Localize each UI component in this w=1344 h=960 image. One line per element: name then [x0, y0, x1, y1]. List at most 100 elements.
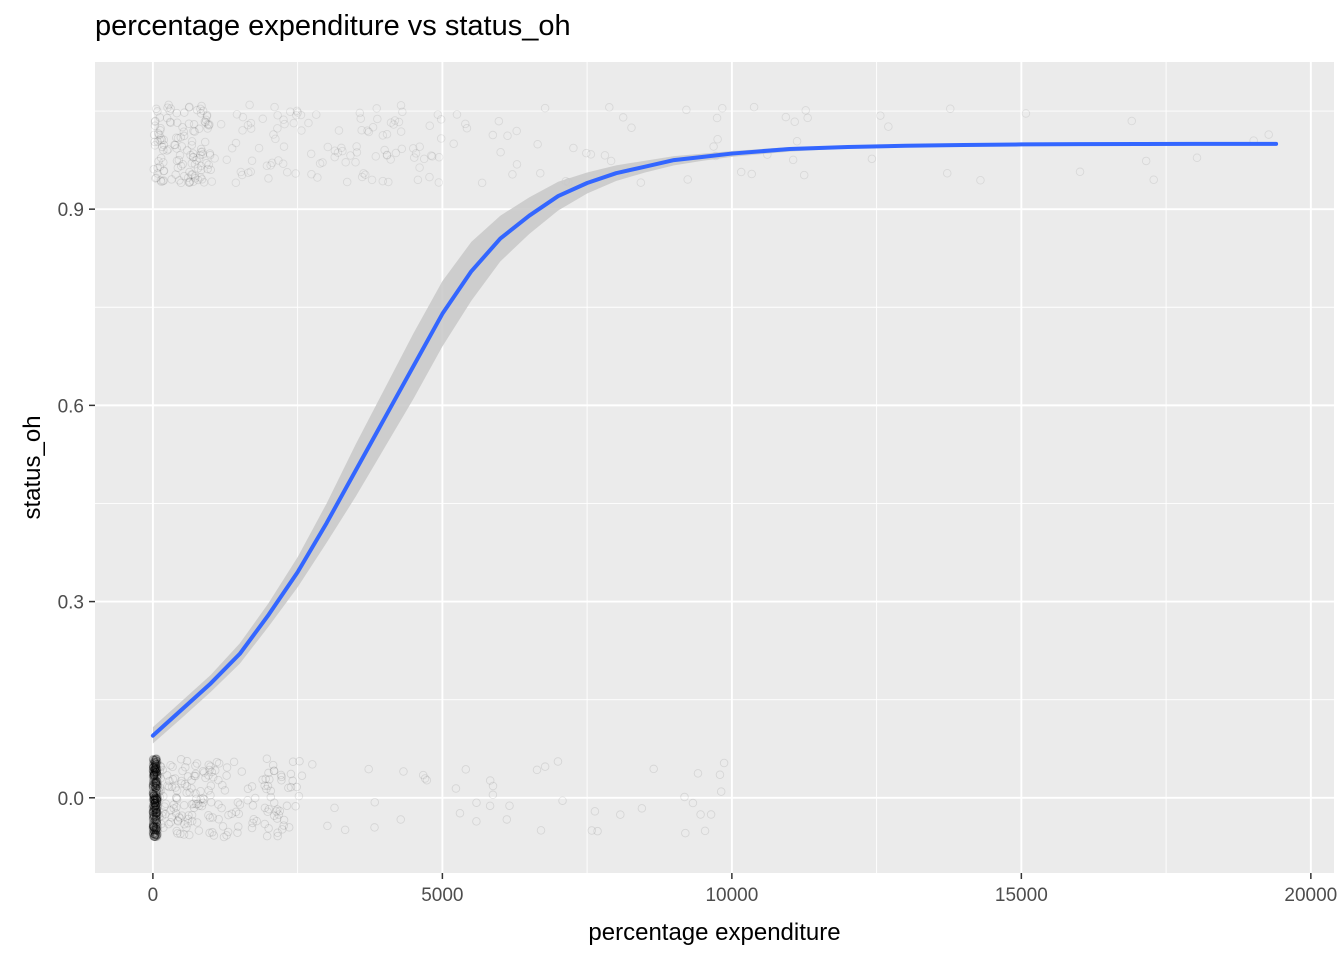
data-point: [161, 809, 170, 819]
data-point: [155, 812, 164, 822]
data-point: [193, 164, 203, 173]
data-point: [149, 759, 158, 768]
data-point: [637, 804, 647, 813]
data-point: [536, 826, 546, 835]
data-point: [150, 770, 159, 780]
data-point: [159, 166, 169, 176]
data-point: [175, 176, 184, 185]
data-point: [148, 807, 158, 816]
data-point: [151, 808, 160, 817]
data-point: [361, 170, 370, 179]
data-point: [149, 826, 158, 835]
data-point: [425, 121, 434, 130]
data-point: [205, 765, 214, 775]
data-point: [382, 150, 392, 160]
data-point: [159, 792, 168, 801]
data-point: [179, 127, 189, 137]
data-point: [149, 791, 159, 800]
data-point: [173, 829, 182, 838]
data-point: [152, 793, 162, 803]
data-point: [202, 110, 212, 120]
data-point: [152, 830, 162, 840]
data-point: [279, 815, 289, 825]
data-point: [149, 820, 158, 830]
data-point: [188, 149, 198, 158]
data-point: [152, 768, 161, 778]
data-point: [334, 126, 344, 135]
data-point: [352, 148, 362, 157]
data-point: [341, 158, 350, 167]
data-point: [149, 770, 159, 780]
data-point: [151, 809, 161, 819]
data-point: [162, 113, 172, 123]
data-point: [170, 140, 180, 150]
data-point: [151, 763, 160, 772]
data-point: [149, 769, 159, 779]
data-point: [150, 799, 160, 808]
data-point: [149, 766, 158, 776]
data-point: [166, 818, 175, 827]
data-point: [149, 790, 158, 799]
data-point: [357, 172, 367, 182]
data-point: [182, 788, 191, 797]
data-point: [211, 766, 220, 775]
data-point: [222, 763, 232, 772]
data-point: [152, 766, 162, 776]
data-point: [208, 828, 217, 837]
data-point: [449, 139, 458, 148]
data-point: [231, 138, 241, 148]
data-point: [285, 107, 295, 117]
data-point: [152, 768, 161, 777]
data-point: [380, 145, 389, 155]
data-point: [175, 813, 185, 823]
data-point: [386, 118, 396, 127]
data-point: [269, 766, 279, 776]
data-point: [148, 773, 158, 782]
data-point: [204, 121, 214, 130]
data-point: [148, 801, 158, 810]
data-point: [152, 771, 162, 780]
data-point: [173, 817, 183, 826]
data-point: [263, 781, 273, 791]
data-point: [191, 789, 200, 798]
data-point: [149, 806, 159, 816]
data-point: [194, 124, 204, 134]
data-point: [292, 106, 302, 116]
data-point: [266, 792, 276, 802]
data-point: [149, 829, 158, 839]
data-point: [262, 784, 271, 794]
data-point: [391, 148, 401, 158]
data-point: [247, 782, 257, 791]
data-point: [169, 800, 179, 809]
data-point: [238, 126, 247, 135]
data-point: [189, 803, 199, 813]
data-point: [149, 801, 159, 811]
data-point: [151, 174, 160, 183]
data-point: [273, 111, 282, 120]
data-point: [472, 817, 481, 826]
data-point: [149, 790, 158, 799]
data-point: [229, 757, 239, 767]
data-point: [155, 792, 164, 802]
data-point: [330, 803, 339, 813]
data-point: [192, 759, 202, 768]
data-point: [682, 105, 691, 115]
data-point: [384, 177, 393, 187]
data-point: [152, 804, 161, 814]
data-point: [540, 762, 550, 771]
data-point: [149, 829, 158, 838]
data-point: [155, 136, 165, 145]
data-point: [150, 792, 160, 802]
data-point: [149, 771, 159, 780]
data-point: [196, 150, 205, 160]
data-point: [196, 109, 206, 118]
data-point: [151, 830, 160, 840]
data-point: [163, 781, 172, 790]
data-point: [173, 816, 183, 825]
data-point: [178, 159, 187, 169]
data-point: [164, 819, 173, 829]
data-point: [151, 826, 160, 835]
data-point: [152, 758, 161, 768]
data-point: [155, 113, 165, 122]
data-point: [415, 142, 424, 152]
